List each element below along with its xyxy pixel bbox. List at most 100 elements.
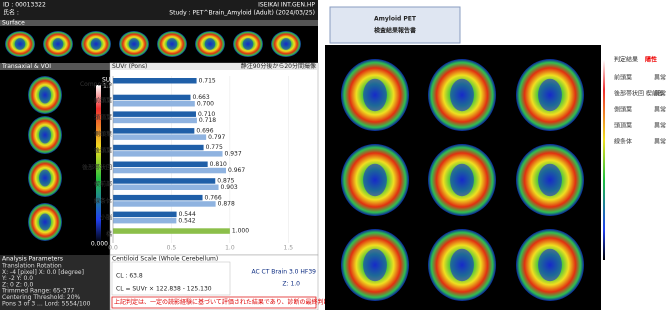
brain-core <box>39 126 51 143</box>
y-tick-label: 側頭葉 <box>94 130 112 138</box>
value-label: 0.542 <box>178 217 195 224</box>
brain-core <box>39 169 51 186</box>
brain-core <box>538 164 562 196</box>
x-tick-label: 0.0 <box>108 245 118 252</box>
y-tick-label: 後部帯状回 <box>82 163 112 171</box>
value-label: 1.000 <box>232 228 249 235</box>
y-tick-label: 頭頂葉 <box>94 113 112 121</box>
brain-core <box>538 79 562 111</box>
hospital: ISEIKAI INT.GEN.HP <box>258 2 315 9</box>
cl-formula: CL = SUVr × 122.838 - 125.130 <box>116 286 212 293</box>
finding-status: 異常 <box>654 106 666 114</box>
y-tick-label: 小脳 <box>100 213 112 221</box>
bar <box>113 218 176 224</box>
y-tick-label: 線条体 <box>94 197 112 205</box>
brain-core <box>538 249 562 281</box>
surface-bar <box>0 20 318 26</box>
value-label: 0.903 <box>221 184 238 191</box>
cl-value: CL : 63.8 <box>116 273 143 280</box>
brain-core <box>243 38 254 50</box>
bar <box>113 118 197 124</box>
ct-info: AC CT Brain 3.0 HF39 <box>251 269 316 276</box>
finding-status: 異常 <box>654 90 666 98</box>
brain-core <box>450 164 474 196</box>
bar <box>113 185 219 191</box>
bar <box>113 228 230 234</box>
bar <box>113 78 197 84</box>
value-label: 0.715 <box>199 77 216 84</box>
value-label: 0.810 <box>210 161 227 168</box>
y-tick-label: Composite <box>80 81 112 88</box>
chart-panel <box>110 63 318 255</box>
bar <box>113 111 196 117</box>
param-line: Pons 3 of 3 ... Lord: 5554/100 <box>2 300 91 307</box>
findings-panel <box>601 45 672 310</box>
zoom-info: Z: 1.0 <box>282 281 300 288</box>
y-tick-label: 楔前部 <box>94 180 112 188</box>
x-tick-label: 1.5 <box>284 245 294 252</box>
finding-status: 異常 <box>654 74 666 82</box>
y-tick-label: 橋 <box>106 230 112 238</box>
x-tick-label: 1.0 <box>225 245 235 252</box>
bar <box>113 134 206 140</box>
bar <box>113 128 194 134</box>
finding-region: 側頭葉 <box>614 106 632 114</box>
bar <box>113 195 203 201</box>
result-label: 判定結果 <box>614 56 638 64</box>
brain-core <box>363 164 387 196</box>
finding-region: 前頭葉 <box>614 74 632 82</box>
finding-status: 異常 <box>654 122 666 130</box>
finding-region: 線条体 <box>614 138 632 146</box>
brain-core <box>91 38 102 50</box>
centiloid-title: Centiloid Scale (Whole Cerebellum) <box>112 256 218 263</box>
brain-core <box>53 38 64 50</box>
brain-core <box>15 38 26 50</box>
chart-subtitle: 静注90分後から20分間撮像 <box>241 62 316 70</box>
brain-core <box>281 38 292 50</box>
screen: ID : 00013322 氏名 : ISEIKAI INT.GEN.HP St… <box>0 0 672 310</box>
brain-core <box>129 38 140 50</box>
bar <box>113 212 177 218</box>
brain-core <box>39 86 51 103</box>
bar <box>113 201 216 207</box>
finding-status: 異常 <box>654 138 666 146</box>
brain-core <box>450 79 474 111</box>
bar <box>113 168 226 174</box>
value-label: 0.797 <box>208 134 225 141</box>
study: Study : PET^Brain_Amyloid (Adult) (2024/… <box>169 10 315 17</box>
chart-title: SUVr (Pons) <box>112 63 147 70</box>
brain-core <box>167 38 178 50</box>
x-tick-label: 0.5 <box>167 245 177 252</box>
brain-core <box>363 79 387 111</box>
result: 陽性 <box>645 56 657 64</box>
findings-bar <box>603 60 605 260</box>
finding-region: 頭頂葉 <box>614 122 632 130</box>
bar <box>113 178 215 184</box>
y-tick-label: 前頭葉 <box>94 97 112 105</box>
report-subtitle: 検査結果報告書 <box>374 27 416 35</box>
brain-core <box>39 213 51 230</box>
value-label: 0.967 <box>228 167 245 174</box>
value-label: 0.775 <box>206 144 223 151</box>
bar <box>113 95 190 101</box>
transaxial-label: Transaxial & VOI <box>1 63 51 70</box>
y-tick-label: 後頭葉 <box>94 147 112 155</box>
surface-label: Surface <box>2 20 25 27</box>
bar <box>113 162 208 168</box>
report-title: Amyloid PET <box>374 16 417 23</box>
value-label: 0.700 <box>197 100 214 107</box>
value-label: 0.718 <box>199 117 216 124</box>
bar <box>113 145 204 151</box>
params-title: Analysis Parameters <box>2 256 63 263</box>
brain-core <box>205 38 216 50</box>
bar <box>113 101 195 107</box>
value-label: 0.937 <box>225 151 242 158</box>
brain-core <box>363 249 387 281</box>
patient-name: 氏名 : <box>3 9 19 17</box>
patient-id: ID : 00013322 <box>3 2 46 9</box>
colorbar-min: 0.000 <box>91 241 108 248</box>
brain-core <box>450 249 474 281</box>
report-title-box <box>330 7 460 43</box>
bar <box>113 151 223 157</box>
value-label: 0.878 <box>218 201 235 208</box>
